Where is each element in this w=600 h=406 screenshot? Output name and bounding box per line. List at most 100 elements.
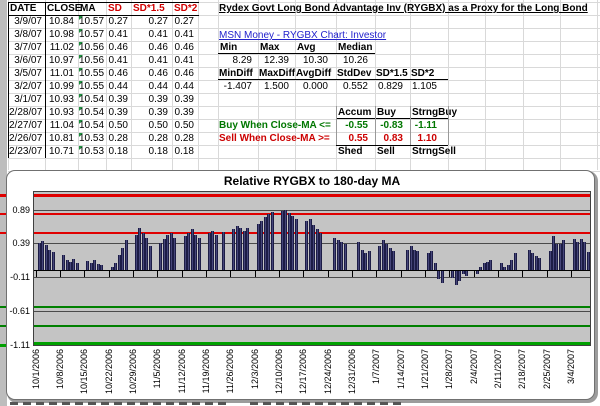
sd15-cell[interactable]: 0.27 [148,16,168,27]
date-cell[interactable]: 3/5/07 [14,68,42,79]
signal-footer-shed[interactable]: Shed [338,146,363,157]
ma-cell[interactable]: 10.54 [79,94,105,105]
sd2-cell[interactable]: 0.41 [174,55,194,66]
buy-threshold[interactable]: -0.83 [380,120,403,131]
sd2-cell[interactable]: 0.28 [174,133,194,144]
date-cell[interactable]: 3/2/07 [14,81,42,92]
signal-header-accum[interactable]: Accum [338,107,372,118]
sd15-cell[interactable]: 0.18 [148,146,168,157]
sd2-cell[interactable]: 0.18 [174,146,194,157]
column-header-date[interactable]: DATE [10,3,37,14]
signal-footer-strngsell[interactable]: StrngSell [412,146,456,157]
sd-cell[interactable]: 0.18 [108,146,128,157]
sd15-cell[interactable]: 0.41 [148,29,168,40]
sd15-cell[interactable]: 0.39 [148,107,168,118]
sd2-cell[interactable]: 0.50 [174,120,194,131]
diff-header-avgdiff[interactable]: AvgDiff [296,68,332,79]
sd-cell[interactable]: 0.39 [108,107,128,118]
close-cell[interactable]: 10.93 [48,107,74,118]
close-cell[interactable]: 10.97 [48,55,74,66]
sd-cell[interactable]: 0.46 [108,68,128,79]
sell-threshold[interactable]: 0.83 [383,133,403,144]
stat-header-avg[interactable]: Avg [297,42,316,53]
date-cell[interactable]: 3/6/07 [14,55,42,66]
ma-cell[interactable]: 10.55 [79,81,105,92]
diff-header-maxdiff[interactable]: MaxDiff [259,68,296,79]
sd15-cell[interactable]: 0.39 [148,94,168,105]
diff-value[interactable]: 1.105 [411,81,437,92]
ma-cell[interactable]: 10.55 [79,68,105,79]
close-cell[interactable]: 10.71 [48,146,74,157]
date-cell[interactable]: 3/1/07 [14,94,42,105]
sd15-cell[interactable]: 0.28 [148,133,168,144]
close-cell[interactable]: 10.98 [48,29,74,40]
sd2-cell[interactable]: 0.39 [174,94,194,105]
sd-cell[interactable]: 0.46 [108,42,128,53]
sd2-cell[interactable]: 0.46 [174,42,194,53]
diff-header-sd2[interactable]: SD*2 [411,68,435,79]
sd15-cell[interactable]: 0.50 [148,120,168,131]
date-cell[interactable]: 2/27/07 [9,120,43,131]
sd-cell[interactable]: 0.27 [108,16,128,27]
sd2-cell[interactable]: 0.44 [174,81,194,92]
sd-cell[interactable]: 0.41 [108,29,128,40]
sd15-cell[interactable]: 0.46 [148,68,168,79]
buy-threshold[interactable]: -0.55 [345,120,368,131]
close-cell[interactable]: 10.99 [48,81,74,92]
close-cell[interactable]: 10.93 [48,94,74,105]
sd-cell[interactable]: 0.41 [108,55,128,66]
buy-threshold[interactable]: -1.11 [414,120,437,131]
sd-cell[interactable]: 0.44 [108,81,128,92]
close-cell[interactable]: 11.04 [49,120,74,131]
signal-footer-sell[interactable]: Sell [377,146,395,157]
diff-value[interactable]: 0.000 [302,81,328,92]
date-cell[interactable]: 2/23/07 [9,146,43,157]
sd2-cell[interactable]: 0.41 [174,29,194,40]
stat-header-median[interactable]: Median [338,42,373,53]
column-header-sd2[interactable]: SD*2 [174,3,198,14]
sd15-cell[interactable]: 0.46 [148,42,168,53]
diff-header-stddev[interactable]: StdDev [337,68,372,79]
ma-cell[interactable]: 10.56 [79,42,105,53]
stat-header-max[interactable]: Max [260,42,280,53]
diff-header-mindiff[interactable]: MinDiff [219,68,253,79]
column-header-sd[interactable]: SD [108,3,122,14]
close-cell[interactable]: 10.84 [48,16,74,27]
date-cell[interactable]: 3/7/07 [14,42,42,53]
ma-cell[interactable]: 10.57 [79,16,105,27]
close-cell[interactable]: 11.02 [49,42,74,53]
sd-cell[interactable]: 0.50 [108,120,128,131]
date-cell[interactable]: 3/9/07 [14,16,42,27]
sd15-cell[interactable]: 0.41 [148,55,168,66]
stat-value[interactable]: 8.29 [232,55,252,66]
diff-header-sd15[interactable]: SD*1.5 [376,68,408,79]
sd2-cell[interactable]: 0.46 [174,68,194,79]
sd15-cell[interactable]: 0.44 [148,81,168,92]
ma-cell[interactable]: 10.54 [79,120,105,131]
date-cell[interactable]: 2/26/07 [9,133,43,144]
ma-cell[interactable]: 10.56 [79,55,105,66]
stat-value[interactable]: 10.26 [342,55,368,66]
sd-cell[interactable]: 0.28 [108,133,128,144]
diff-value[interactable]: 0.552 [342,81,368,92]
close-cell[interactable]: 10.81 [48,133,74,144]
buy-rule-label[interactable]: Buy When Close-MA <= [219,120,331,131]
column-header-ma[interactable]: MA [80,3,96,14]
date-cell[interactable]: 3/8/07 [14,29,42,40]
sd2-cell[interactable]: 0.39 [174,107,194,118]
msn-money-link[interactable]: MSN Money - RYGBX Chart: Investor [219,30,387,41]
sell-rule-label[interactable]: Sell When Close-MA >= [219,133,330,144]
ma-cell[interactable]: 10.53 [79,133,105,144]
column-header-close[interactable]: CLOSE [47,3,82,14]
sd-cell[interactable]: 0.39 [108,94,128,105]
sell-threshold[interactable]: 0.55 [348,133,368,144]
chart-frame[interactable]: Relative RYGBX to 180-day MA 10/1/2006 10… [6,170,595,400]
sell-threshold[interactable]: 1.10 [417,133,437,144]
diff-value[interactable]: -1.407 [223,81,252,92]
signal-header-strngbuy[interactable]: StrngBuy [412,107,457,118]
ma-cell[interactable]: 10.57 [79,29,105,40]
ma-cell[interactable]: 10.54 [79,107,105,118]
column-header-sd15[interactable]: SD*1.5 [133,3,165,14]
stat-header-min[interactable]: Min [220,42,238,53]
diff-value[interactable]: 1.500 [263,81,289,92]
